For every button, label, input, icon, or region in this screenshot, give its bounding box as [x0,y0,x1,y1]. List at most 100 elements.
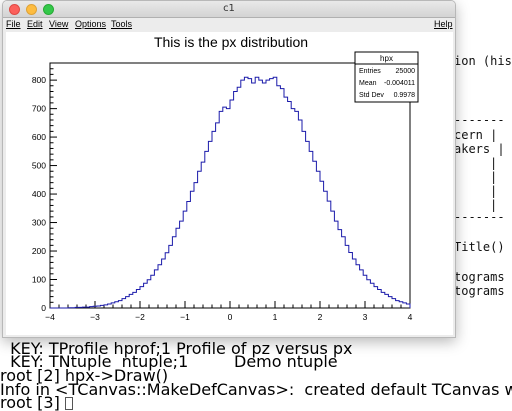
histogram-bin [129,294,133,308]
histogram-bins [68,77,410,308]
histogram-bin [201,162,205,308]
histogram-bin [349,252,353,308]
histogram-bin [187,201,191,308]
histogram-bin [360,270,364,308]
window-title: c1 [223,3,235,14]
menu-tools[interactable]: Tools [111,19,133,29]
histogram-bin [309,151,313,308]
terminal-line: | [490,198,498,212]
histogram-bin [248,79,252,308]
close-button[interactable] [9,4,20,15]
x-tick-label: 4 [408,312,413,322]
histogram-bin [298,120,302,308]
terminal-line: tograms [454,270,505,284]
histogram-bin [169,245,173,308]
histogram-bin [266,80,270,308]
histogram-bin [291,109,295,308]
histogram-bin [374,287,378,308]
y-axis: 0 100 200 300 400 500 600 700 800 [32,68,57,313]
histogram-bin [208,141,212,308]
menu-options[interactable]: Options [75,19,107,29]
histogram-bin [273,77,277,308]
histogram-bin [255,77,259,308]
histogram-bin [172,237,176,308]
histogram-bin [252,83,256,308]
y-tick-label: 500 [32,161,46,171]
histogram-bin [144,283,148,308]
histogram-bin [270,79,274,308]
histogram-plot[interactable]: This is the px distribution 010020030040… [6,32,453,335]
histogram-bin [399,302,403,308]
histogram-bin [381,292,385,308]
terminal-line: | [490,170,498,184]
histogram-bin [122,299,126,308]
histogram-bin [342,237,346,308]
histogram-bin [288,101,292,308]
x-tick-label: 2 [318,312,323,322]
histogram-bin [154,270,158,308]
x-tick-label: −4 [45,312,55,322]
histogram-bin [230,100,234,308]
histogram-bin [403,303,407,308]
zoom-button[interactable] [43,4,54,15]
stats-name: hpx [380,54,393,63]
x-tick-label: −2 [135,312,145,322]
histogram-bin [190,191,194,308]
histogram-bin [108,304,112,308]
histogram-bin [140,287,144,308]
histogram-bin [259,80,263,308]
stats-entries-label: Entries [359,68,381,75]
terminal-info-line: Info in <TCanvas::MakeDefCanvas>: create… [0,380,512,399]
menu-file[interactable]: File [6,19,21,29]
terminal-prompt[interactable]: root [3] [0,395,73,411]
terminal-line: Title() [454,240,505,254]
terminal-line: cern | [454,128,498,142]
menu-view[interactable]: View [49,19,69,29]
window-titlebar[interactable]: c1 [3,1,455,18]
histogram-bin [280,89,284,308]
histogram-bin [194,183,198,308]
histogram-bin [244,77,248,308]
histogram-bin [216,123,220,308]
text-cursor [64,397,73,410]
x-tick-label: 3 [363,312,368,322]
stats-mean-value: -0.004011 [384,80,415,87]
terminal-key-tntuple: KEY: TNtuple ntuple;1 Demo ntuple [0,352,338,371]
y-tick-label: 400 [32,189,46,199]
plot-canvas[interactable]: This is the px distribution 0 100 200 300 40… [6,32,453,335]
histogram-bin [136,289,140,308]
histogram-bin [378,289,382,308]
menu-help[interactable]: Help [434,19,453,29]
terminal-line: ------- [454,113,505,127]
terminal-line: | [490,156,498,170]
stats-stddev-value: 0.9978 [394,92,416,99]
y-tick-label: 200 [32,246,46,256]
histogram-bin [345,245,349,308]
histogram-bin [115,302,119,308]
histogram-bin [126,297,130,308]
menu-edit[interactable]: Edit [27,19,43,29]
histogram-bin [320,181,324,308]
histogram-bin [367,280,371,308]
histogram-bin [158,265,162,308]
y-tick-label: 700 [32,104,46,114]
chart-title: This is the px distribution [154,34,308,50]
y-tick-label: 800 [32,75,46,85]
histogram-bin [223,107,227,308]
y-tick-label: 100 [32,275,46,285]
y-tick-label: 300 [32,218,46,228]
histogram-bin [363,275,367,308]
histogram-bin [392,299,396,308]
histogram-bin [165,253,169,308]
histogram-bin [183,211,187,308]
histogram-bin [352,259,356,308]
canvas-window[interactable]: c1 File Edit View Options Tools Help Thi… [2,0,456,338]
histogram-bin [133,292,137,308]
histogram-bin [162,259,166,308]
stats-box[interactable]: hpx Entries 25000 Mean -0.004011 Std Dev… [354,51,419,103]
histogram-bin [241,80,245,308]
y-tick-label: 600 [32,132,46,142]
stats-stddev-label: Std Dev [359,92,384,99]
terminal-line: ion (hist [454,54,512,68]
minimize-button[interactable] [26,4,37,15]
